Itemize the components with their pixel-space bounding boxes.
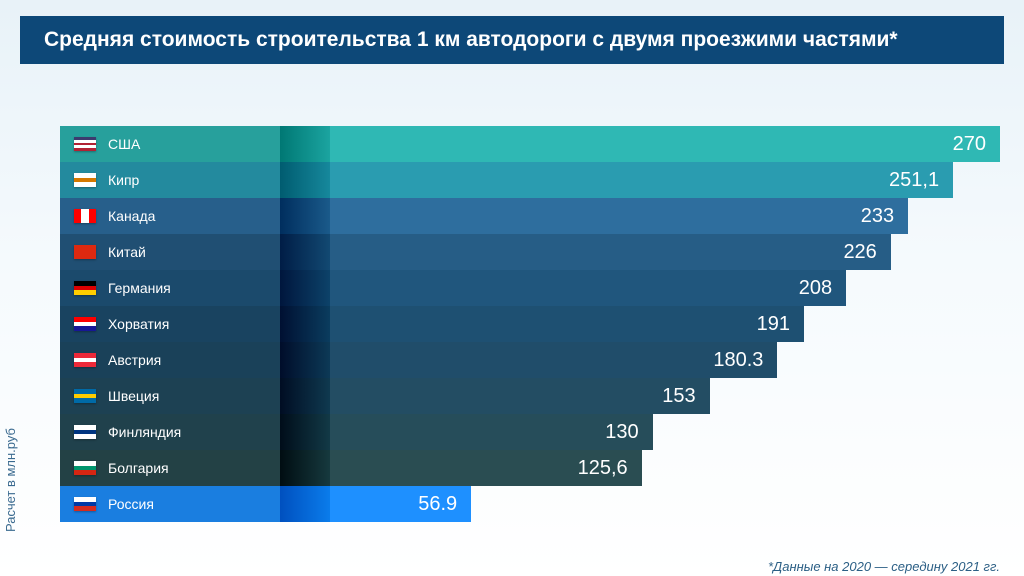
footnote: *Данные на 2020 — середину 2021 гг.: [768, 559, 1000, 574]
value-bar: 251,1: [330, 162, 953, 198]
flag-icon: [74, 353, 96, 367]
country-name: США: [108, 136, 140, 152]
value-bar: 191: [330, 306, 804, 342]
country-label: Россия: [60, 486, 280, 522]
table-row: Кипр 251,1: [60, 162, 1000, 198]
country-label: США: [60, 126, 280, 162]
connector-shape: [280, 162, 330, 198]
country-name: Китай: [108, 244, 146, 260]
table-row: Германия 208: [60, 270, 1000, 306]
table-row: Финляндия 130: [60, 414, 1000, 450]
bar-value: 191: [757, 313, 790, 336]
flag-icon: [74, 317, 96, 331]
table-row: Хорватия 191: [60, 306, 1000, 342]
connector-shape: [280, 126, 330, 162]
value-bar: 125,6: [330, 450, 642, 486]
country-name: Россия: [108, 496, 154, 512]
country-name: Германия: [108, 280, 171, 296]
chart-title: Средняя стоимость строительства 1 км авт…: [20, 16, 1004, 64]
table-row: Австрия 180.3: [60, 342, 1000, 378]
country-label: Канада: [60, 198, 280, 234]
bar-value: 226: [843, 241, 876, 264]
flag-icon: [74, 281, 96, 295]
flag-icon: [74, 461, 96, 475]
country-label: Китай: [60, 234, 280, 270]
table-row: Канада 233: [60, 198, 1000, 234]
country-name: Кипр: [108, 172, 139, 188]
bar-value: 125,6: [578, 457, 628, 480]
value-bar: 130: [330, 414, 653, 450]
table-row: Китай 226: [60, 234, 1000, 270]
connector-shape: [280, 450, 330, 486]
flag-icon: [74, 389, 96, 403]
country-label: Кипр: [60, 162, 280, 198]
connector-shape: [280, 342, 330, 378]
country-label: Австрия: [60, 342, 280, 378]
bar-value: 233: [861, 205, 894, 228]
country-name: Хорватия: [108, 316, 169, 332]
bar-value: 251,1: [889, 169, 939, 192]
bar-value: 130: [605, 421, 638, 444]
table-row: Болгария 125,6: [60, 450, 1000, 486]
country-name: Австрия: [108, 352, 161, 368]
y-axis-label: Расчет в млн.руб: [3, 428, 18, 532]
value-bar: 226: [330, 234, 891, 270]
connector-shape: [280, 234, 330, 270]
flag-icon: [74, 497, 96, 511]
bar-value: 270: [953, 133, 986, 156]
connector-shape: [280, 486, 330, 522]
country-label: Болгария: [60, 450, 280, 486]
flag-icon: [74, 173, 96, 187]
bar-value: 180.3: [713, 349, 763, 372]
bar-chart: США 270 Кипр 251,1 Канада 233 Китай 226 Германия…: [60, 126, 1000, 522]
connector-shape: [280, 414, 330, 450]
value-bar: 56.9: [330, 486, 471, 522]
country-label: Финляндия: [60, 414, 280, 450]
country-label: Швеция: [60, 378, 280, 414]
value-bar: 153: [330, 378, 710, 414]
country-name: Канада: [108, 208, 155, 224]
country-name: Швеция: [108, 388, 159, 404]
flag-icon: [74, 425, 96, 439]
connector-shape: [280, 306, 330, 342]
country-name: Болгария: [108, 460, 169, 476]
table-row: Швеция 153: [60, 378, 1000, 414]
table-row: США 270: [60, 126, 1000, 162]
bar-value: 208: [799, 277, 832, 300]
value-bar: 208: [330, 270, 846, 306]
country-name: Финляндия: [108, 424, 181, 440]
country-label: Германия: [60, 270, 280, 306]
bar-value: 56.9: [418, 493, 457, 516]
flag-icon: [74, 209, 96, 223]
value-bar: 270: [330, 126, 1000, 162]
connector-shape: [280, 198, 330, 234]
country-label: Хорватия: [60, 306, 280, 342]
value-bar: 233: [330, 198, 908, 234]
value-bar: 180.3: [330, 342, 777, 378]
connector-shape: [280, 378, 330, 414]
flag-icon: [74, 245, 96, 259]
flag-icon: [74, 137, 96, 151]
connector-shape: [280, 270, 330, 306]
table-row: Россия 56.9: [60, 486, 1000, 522]
bar-value: 153: [662, 385, 695, 408]
